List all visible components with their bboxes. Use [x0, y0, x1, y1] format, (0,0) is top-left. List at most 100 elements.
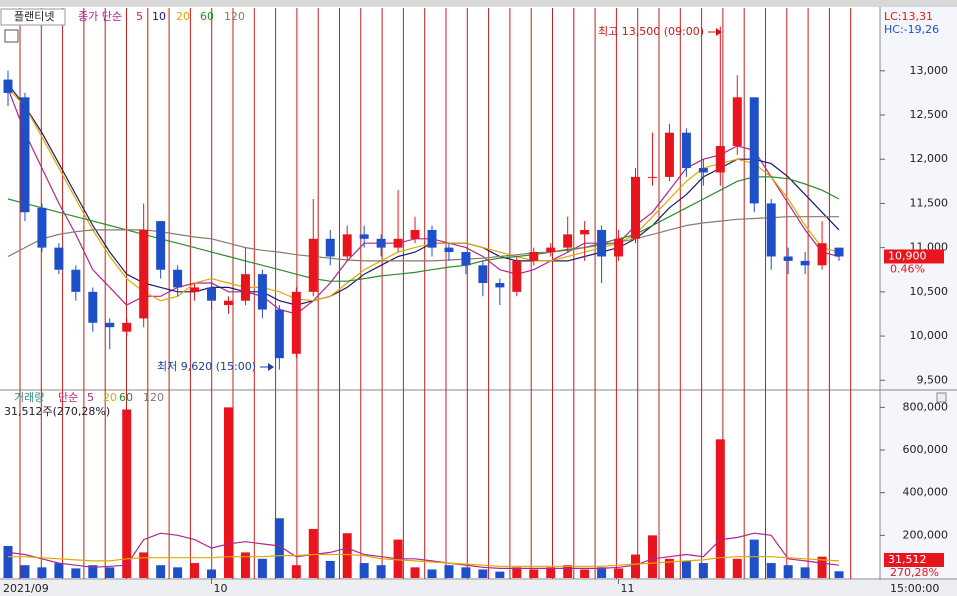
candle-body: [495, 283, 505, 288]
volume-bar: [580, 569, 590, 578]
volume-bar: [376, 565, 386, 578]
low-arrowhead: [268, 363, 274, 371]
volume-bar: [274, 518, 284, 578]
volume-bar: [529, 569, 539, 578]
legend-entry: 5: [136, 10, 143, 23]
x-tick-label: 10: [214, 582, 228, 595]
candle-body: [359, 234, 369, 239]
candle-body: [308, 238, 318, 292]
candle-body: [223, 300, 233, 306]
candle-body: [563, 234, 573, 248]
volume-summary: 31,512주(270,28%): [4, 405, 110, 418]
legend-entry: 10: [152, 10, 166, 23]
candle-body: [376, 238, 386, 248]
x-tick-label: 11: [621, 582, 635, 595]
y-tick-label: 200,000: [903, 528, 949, 541]
candle-body: [478, 265, 488, 284]
volume-bar: [359, 563, 369, 578]
volume-bar: [257, 558, 267, 578]
y-tick-label: 10,500: [910, 285, 949, 298]
candle-body: [546, 247, 556, 253]
candle-body: [3, 79, 13, 93]
volume-bar: [156, 565, 166, 578]
volume-bar: [512, 567, 522, 578]
candle-body: [749, 97, 759, 204]
volume-bar: [342, 533, 352, 578]
volume-bar: [681, 560, 691, 578]
volume-bar: [495, 571, 505, 578]
volume-legend-label: 단순: [58, 391, 78, 404]
low-annotation: 최저 9,620 (15:00): [157, 360, 256, 373]
ma-line: [7, 176, 840, 282]
volume-bar: [190, 563, 200, 578]
candle-body: [664, 132, 674, 177]
candle-body: [766, 203, 776, 257]
volume-bar: [597, 567, 607, 578]
candle-body: [342, 234, 352, 257]
candle-body: [37, 207, 47, 248]
candle-body: [427, 229, 437, 248]
volume-bar: [461, 567, 471, 578]
legend-entry: 120: [143, 391, 164, 404]
volume-bar: [732, 558, 742, 578]
volume-bar: [325, 560, 335, 578]
candle-body: [88, 291, 98, 323]
candle-body: [190, 287, 200, 292]
candle-body: [156, 221, 166, 270]
candle-body: [580, 229, 590, 235]
candle-body: [240, 274, 250, 301]
volume-bar: [834, 571, 844, 578]
plot: [3, 26, 844, 578]
candle-body: [105, 322, 115, 328]
legend-entry: 120: [224, 10, 245, 23]
candle-body: [512, 260, 522, 292]
last-price-label: 10,900: [888, 249, 927, 262]
candle-body: [783, 256, 793, 261]
candle-body: [681, 132, 691, 169]
y-tick-label: 400,000: [903, 486, 949, 499]
candle-body: [715, 145, 725, 173]
candle-body: [834, 247, 844, 257]
candle-body: [207, 287, 217, 301]
volume-bar: [105, 567, 115, 578]
volume-bar: [308, 528, 318, 578]
volume-bar: [173, 567, 183, 578]
volume-bar: [563, 565, 573, 578]
legend: 5 20 60 120: [87, 391, 164, 404]
candle-body: [71, 269, 81, 292]
legend-label: 종가 단순: [78, 10, 122, 23]
volume-bar: [54, 563, 64, 578]
candle-body: [631, 176, 641, 239]
volume-bar: [664, 558, 674, 578]
toolbar-strip: [0, 0, 957, 7]
legend-entry: 60: [200, 10, 214, 23]
legend-entry: 5: [87, 391, 94, 404]
ma-line: [7, 532, 840, 569]
volume-bar: [88, 565, 98, 578]
volume-bar: [37, 567, 47, 578]
right-axis-area: [880, 7, 957, 580]
volume-bar: [631, 554, 641, 578]
candle-body: [139, 229, 149, 319]
volume-bar: [3, 546, 13, 578]
high-annotation: 최고 13,500 (09:00): [598, 25, 704, 38]
y-tick-label: 11,500: [910, 196, 949, 209]
y-tick-label: 800,000: [903, 400, 949, 413]
ma-line: [7, 88, 840, 315]
volume-bar: [698, 563, 708, 578]
x-tick-label: 2021/09: [3, 582, 49, 595]
volume-bar: [783, 565, 793, 578]
ma-line: [8, 553, 840, 567]
panel-button[interactable]: [936, 392, 947, 403]
last-price-box: [884, 249, 944, 264]
y-tick-label: 600,000: [903, 443, 949, 456]
x-axis-area: [0, 580, 957, 596]
change-label: 0.46%: [890, 262, 925, 275]
time-label: 15:00:00: [890, 582, 939, 595]
lc-label: LC:13,31: [884, 10, 933, 23]
legend-entry: 20: [176, 10, 190, 23]
volume-bar: [410, 567, 420, 578]
candle-body: [274, 309, 284, 359]
